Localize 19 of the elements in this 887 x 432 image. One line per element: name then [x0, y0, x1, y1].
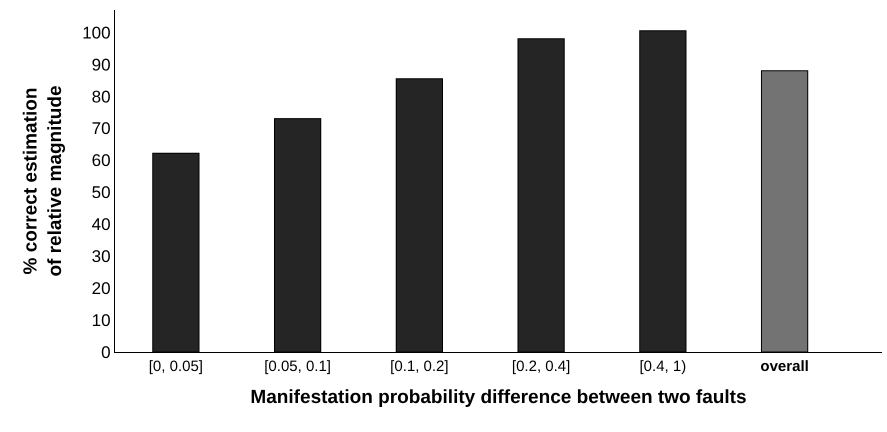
y-axis-title: % correct estimation of relative magnitude	[20, 85, 66, 277]
x-axis-title: Manifestation probability difference between two faults	[250, 386, 747, 408]
y-tick-label: 50	[92, 183, 111, 202]
y-tick-label: 40	[92, 215, 111, 234]
y-tick-label: 0	[101, 342, 111, 362]
x-tick-label: [0, 0.05]	[148, 358, 203, 375]
x-tick-label: overall	[760, 358, 809, 375]
y-tick-label: 70	[92, 119, 111, 138]
x-tick-label: [0.1, 0.2]	[390, 358, 449, 375]
y-tick-label: 100	[82, 23, 111, 42]
x-tick-label: [0.2, 0.4]	[512, 358, 570, 375]
y-tick-label: 10	[92, 310, 111, 330]
y-tick-label: 30	[92, 247, 111, 266]
y-tick-label: 80	[92, 87, 111, 106]
y-tick-label: 60	[92, 151, 111, 170]
x-tick-label: [0.05, 0.1]	[264, 358, 331, 375]
y-tick-label: 20	[92, 279, 111, 298]
y-tick-label: 90	[92, 55, 111, 74]
x-tick-label: [0.4, 1)	[640, 358, 686, 375]
